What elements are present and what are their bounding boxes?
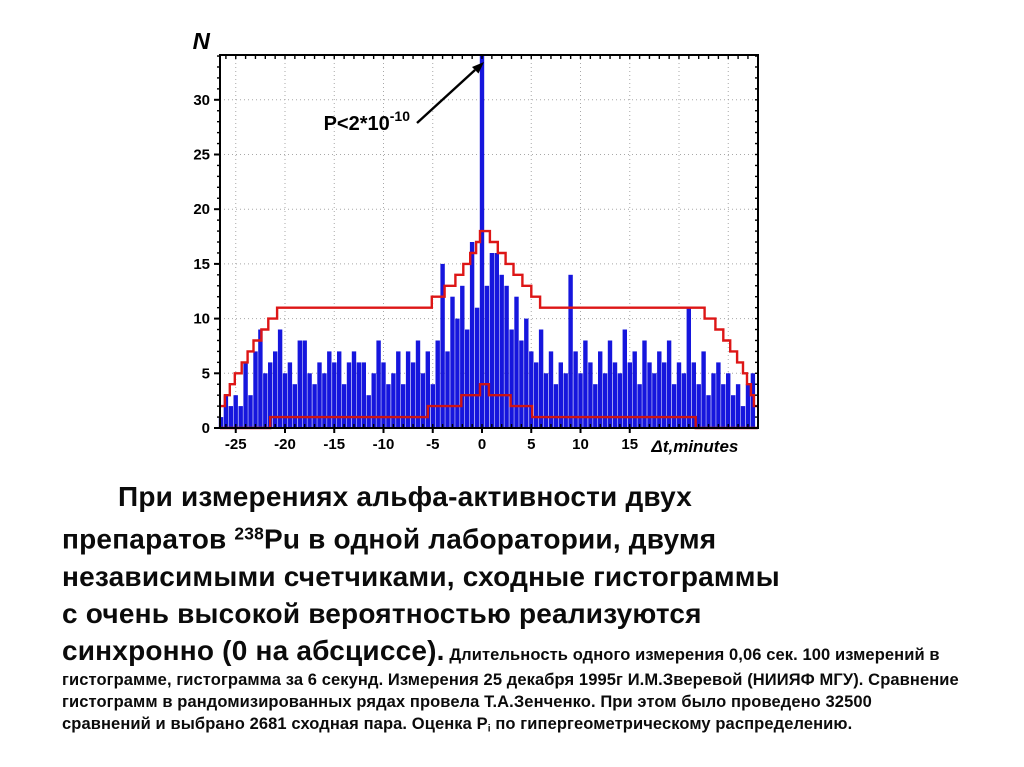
caption-block: При измерениях альфа-активности двух пре… [62,460,962,758]
histogram-bars [218,56,756,428]
caption-paragraph: При измерениях альфа-активности двух пре… [62,478,962,740]
isotope-mass-number: 238 [234,523,264,543]
svg-text:-5: -5 [426,436,439,453]
annotation-arrow-line [416,69,476,124]
axis-ticks [214,55,759,433]
upper-envelope [220,229,758,408]
p-value-annotation: P<2*10-10 [324,108,411,135]
caption-large-text-1: При измерениях альфа-активности двух пре… [62,481,693,555]
x-axis-label: Δt,minutes [650,437,738,456]
probability-subscript: i [487,723,491,735]
svg-text:15: 15 [193,256,210,273]
svg-text:10: 10 [572,436,589,453]
svg-text:15: 15 [621,436,638,453]
svg-text:5: 5 [527,436,535,453]
caption-small-text-1: Длительность одного измерения 0,06 сек. … [62,645,959,733]
svg-text:-15: -15 [323,436,345,453]
tick-labels: 0 5 10 15 20 25 30 -25 -20 -15 -10 -5 0 5 10 15 [193,92,638,453]
svg-text:10: 10 [193,311,210,328]
svg-text:25: 25 [193,147,210,164]
svg-text:5: 5 [202,365,210,382]
svg-text:0: 0 [202,420,210,437]
svg-text:-10: -10 [373,436,395,453]
svg-text:20: 20 [193,201,210,218]
histogram-figure: 0 5 10 15 20 25 30 -25 -20 -15 -10 -5 0 5 10 15 N Δt,minu… [168,28,793,463]
caption-small-text-2: по гипергеометрическому распределению. [490,714,853,733]
lower-envelope [220,383,758,430]
svg-text:30: 30 [193,92,210,109]
svg-text:0: 0 [478,436,486,453]
y-axis-label: N [193,33,211,55]
svg-text:-25: -25 [225,436,247,453]
svg-text:-20: -20 [274,436,296,453]
annotation-arrow-head [472,62,484,74]
histogram-svg: 0 5 10 15 20 25 30 -25 -20 -15 -10 -5 0 5 10 15 N Δt,minu… [193,28,759,456]
caption-large-text-2: Pu в одной лаборатории, двумя независимы… [62,523,780,666]
